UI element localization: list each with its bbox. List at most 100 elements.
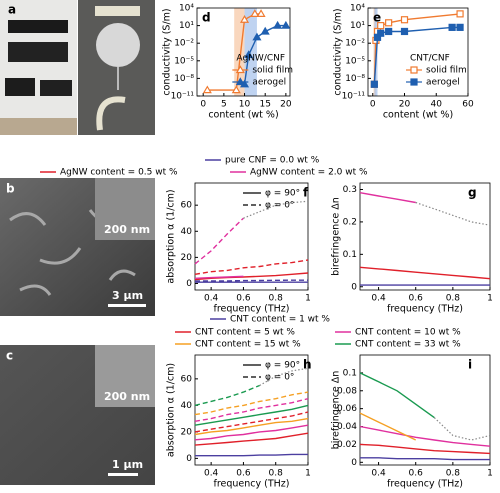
y-tick-label: 0.1 — [343, 368, 357, 378]
data-line — [359, 443, 491, 455]
data-line — [194, 259, 309, 275]
y-tick-label: 10⁻² — [345, 39, 365, 49]
data-point — [273, 20, 283, 29]
panel-label: c — [6, 349, 13, 363]
legend-label: solid film — [252, 66, 293, 76]
data-point — [377, 29, 385, 37]
y-axis-label: conductivity (S/m) — [162, 8, 173, 95]
data-point — [231, 85, 241, 94]
legend-label: CNT content = 33 wt % — [355, 340, 461, 350]
data-line — [194, 404, 309, 426]
y-tick-label: 10⁴ — [179, 4, 194, 14]
data-point — [400, 27, 409, 36]
x-tick-label: 0.6 — [409, 469, 424, 479]
y-tick-label: 10¹ — [350, 21, 365, 31]
y-tick-label: 10⁻⁵ — [174, 56, 194, 66]
x-tick-label: 1 — [305, 469, 311, 479]
data-line — [359, 372, 435, 419]
data-line — [194, 432, 309, 446]
data-line — [195, 453, 308, 457]
data-point — [202, 85, 212, 94]
legend-label: aerogel — [426, 78, 460, 88]
scale-label: 200 nm — [104, 390, 150, 403]
x-tick-label: 1 — [487, 294, 493, 304]
y-tick-label: 60 — [181, 201, 193, 211]
panel-label: b — [6, 182, 15, 196]
y-axis-label: birefringence Δn — [331, 371, 342, 450]
data-line — [243, 200, 309, 219]
photo-a: a — [0, 0, 155, 135]
panel-label: i — [468, 358, 472, 372]
x-axis-label: content (wt %) — [383, 110, 453, 121]
data-point — [260, 26, 270, 35]
axes-frame — [367, 7, 469, 97]
legend-label: pure CNF = 0.0 wt % — [225, 156, 320, 166]
x-tick-label: 0.4 — [371, 469, 386, 479]
sem-c: c 200 nm 1 µm — [0, 345, 155, 485]
data-line — [194, 391, 309, 416]
x-tick-label: 10 — [239, 100, 251, 110]
data-line — [433, 417, 491, 441]
y-tick-label: 20 — [181, 427, 193, 437]
legend-label: AgNW content = 0.5 wt % — [60, 168, 178, 178]
y-tick-label: 10⁻² — [174, 39, 194, 49]
y-axis-label: absorption α (1/cm) — [166, 363, 177, 457]
y-tick-label: 10⁻⁵ — [345, 56, 365, 66]
x-tick-label: 1 — [305, 294, 311, 304]
y-tick-label: 0.08 — [337, 386, 357, 396]
legend-label: solid film — [426, 66, 467, 76]
panel-label: f — [303, 186, 309, 200]
y-axis-label: conductivity (S/m) — [333, 8, 344, 95]
y-tick-label: 0 — [186, 279, 192, 289]
panel-label: h — [303, 358, 312, 372]
legend-label: φ = 90° — [265, 189, 300, 199]
axes-frame — [194, 354, 309, 466]
panel-label: g — [468, 186, 477, 200]
scale-label: 1 µm — [112, 458, 143, 471]
legend-label: AgNW content = 2.0 wt % — [250, 168, 368, 178]
legend-label: aerogel — [252, 78, 286, 88]
x-tick-label: 60 — [462, 100, 474, 110]
data-line — [359, 266, 491, 280]
legend-label: CNT content = 15 wt % — [195, 340, 301, 350]
x-tick-label: 0.8 — [446, 294, 461, 304]
x-axis-label: frequency (THz) — [213, 304, 289, 315]
legend-label: φ = 0° — [265, 201, 294, 211]
data-line — [359, 412, 417, 441]
y-tick-label: 40 — [181, 227, 193, 237]
y-tick-label: 10⁻⁸ — [174, 74, 194, 84]
data-point — [385, 19, 393, 27]
x-tick-label: 40 — [431, 100, 443, 110]
x-tick-label: 0.6 — [236, 294, 251, 304]
data-line — [359, 425, 491, 447]
legend-label: CNT content = 1 wt % — [230, 315, 330, 325]
data-point — [239, 15, 250, 23]
x-tick-label: 15 — [259, 100, 270, 110]
data-point — [370, 80, 378, 88]
x-axis-label: frequency (THz) — [387, 479, 463, 490]
panel-label: a — [8, 3, 16, 17]
data-line — [194, 384, 260, 407]
scale-label: 3 µm — [112, 289, 143, 302]
x-tick-label: 20 — [399, 100, 411, 110]
data-line — [194, 272, 309, 281]
data-line — [194, 275, 244, 279]
axes-frame — [194, 182, 309, 291]
data-point — [281, 20, 291, 29]
y-axis-label: absorption α (1/cm) — [166, 189, 177, 283]
data-point — [385, 27, 393, 36]
legend-marker — [235, 77, 245, 86]
legend-title: AgNW/CNF — [236, 54, 285, 64]
data-point — [400, 16, 409, 24]
x-tick-label: 5 — [221, 100, 227, 110]
data-line — [360, 457, 490, 461]
data-point — [244, 50, 254, 59]
x-tick-label: 0.8 — [446, 469, 461, 479]
y-tick-label: 0 — [186, 454, 192, 464]
data-line — [194, 417, 309, 436]
axes-frame — [359, 354, 491, 466]
data-line — [195, 279, 308, 282]
x-tick-label: 0.6 — [409, 294, 424, 304]
data-line — [359, 192, 416, 204]
y-tick-label: 0.2 — [343, 217, 357, 227]
